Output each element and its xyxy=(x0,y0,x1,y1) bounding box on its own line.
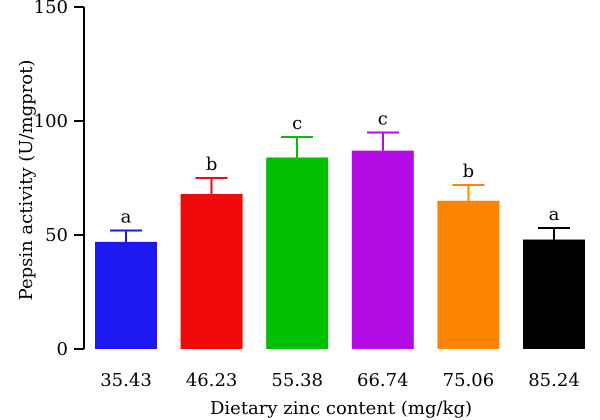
x-tick-label-2: 55.38 xyxy=(271,370,323,391)
significance-letter-2: c xyxy=(292,113,302,134)
y-tick-label-0: 0 xyxy=(57,339,68,360)
x-tick-label-0: 35.43 xyxy=(100,370,152,391)
significance-letter-3: c xyxy=(378,108,388,129)
x-tick-label-1: 46.23 xyxy=(186,370,238,391)
x-tick-label-3: 66.74 xyxy=(357,370,409,391)
bar-55-38 xyxy=(266,157,329,349)
y-tick-label-1: 50 xyxy=(45,225,68,246)
bar-46-23 xyxy=(180,193,243,349)
significance-letter-0: a xyxy=(121,206,132,227)
y-axis-title: Pepsin activity (U/mgprot) xyxy=(16,60,37,301)
x-axis-title: Dietary zinc content (mg/kg) xyxy=(210,398,472,419)
y-tick-label-3: 150 xyxy=(34,0,68,18)
x-tick-label-5: 85.24 xyxy=(528,370,580,391)
significance-letter-1: b xyxy=(206,154,218,175)
significance-letter-4: b xyxy=(463,161,475,182)
x-tick-label-4: 75.06 xyxy=(443,370,495,391)
bar-75-06 xyxy=(437,200,500,349)
bar-66-74 xyxy=(351,150,414,349)
plot-layer: 0 50 100 150 a 35.43 b 46.23 c 55.38 c 66.74 b 75.06 a… xyxy=(34,0,585,391)
y-tick-label-2: 100 xyxy=(34,111,68,132)
significance-letter-5: a xyxy=(549,204,560,225)
bar-85-24 xyxy=(523,239,585,349)
bar-35-43 xyxy=(95,241,157,349)
